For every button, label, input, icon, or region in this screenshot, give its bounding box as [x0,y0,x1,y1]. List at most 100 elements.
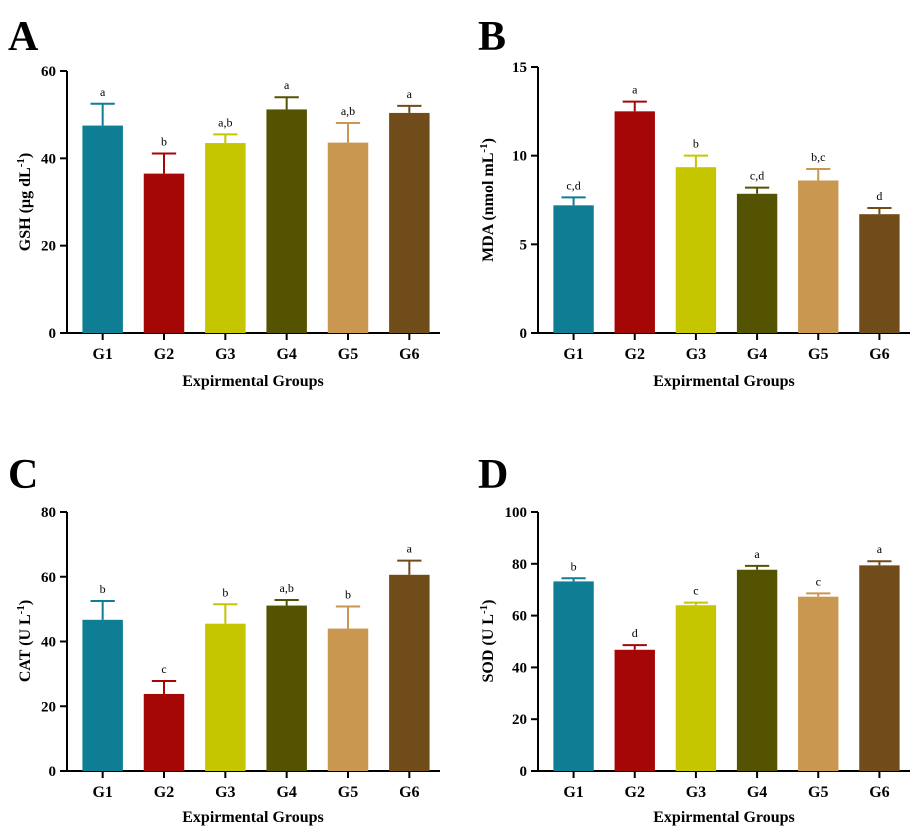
bar-c-g3 [205,623,246,771]
bar-c-g1 [82,619,123,771]
significance-label-c: a,b [280,581,294,595]
y-tick-label-c: 60 [41,570,56,586]
x-tick-label-c: G6 [399,784,419,801]
y-tick-label-c: 0 [49,764,57,780]
significance-label-a: a [284,78,290,92]
x-tick-label-b: G2 [625,346,645,363]
x-tick-label-a: G1 [92,346,112,363]
panel-d: D Expirmental Groups SOD (U L-1) 0 20 40 60… [478,452,910,826]
panel-letter-a: A [8,14,39,60]
bar-c-g2 [143,693,185,771]
bar-a-g3 [205,143,246,333]
bar-a-g5 [327,142,369,333]
bar-b-g1 [553,205,594,333]
bar-d-g2 [614,649,655,771]
significance-label-a: a,b [341,104,355,118]
y-tick-label-d: 40 [512,660,527,676]
significance-label-d: a [754,547,760,561]
bar-d-g4 [736,569,778,771]
bar-b-g4 [736,193,778,333]
y-tick-label-a: 40 [41,151,56,167]
x-tick-label-c: G2 [154,784,174,801]
y-tick-label-d: 80 [512,557,527,573]
x-axis-title-d: Expirmental Groups [653,809,795,826]
x-tick-label-d: G2 [625,784,645,801]
bar-b-g3 [675,167,717,333]
bar-b-g2 [614,111,655,333]
significance-label-b: b,c [811,150,825,164]
x-tick-label-c: G5 [338,784,358,801]
x-tick-label-c: G3 [215,784,235,801]
bar-a-g4 [266,109,307,333]
x-tick-label-c: G4 [276,784,296,801]
x-tick-label-a: G2 [154,346,174,363]
y-axis-title-b: MDA (nmol mL-1) [478,138,497,262]
y-tick-label-c: 80 [41,505,56,521]
significance-label-c: b [345,588,351,602]
significance-label-c: b [100,582,106,596]
bar-c-g4 [266,605,307,771]
significance-label-a: a [407,87,413,101]
y-axis-title-a: GSH (µg dL-1) [15,153,34,251]
panel-c: C Expirmental Groups CAT (U L-1) 0 20 40 60… [8,452,440,826]
significance-label-d: d [632,626,638,640]
y-tick-label-d: 100 [505,505,528,521]
bar-d-g5 [798,596,839,771]
x-tick-label-d: G1 [563,784,583,801]
y-tick-label-b: 15 [512,60,527,76]
bar-a-g2 [143,173,185,333]
significance-label-b: c,d [566,178,580,192]
y-axis-title-c: CAT (U L-1) [15,600,34,682]
x-axis-title-b: Expirmental Groups [653,373,795,390]
significance-label-b: a [632,83,638,97]
x-tick-label-a: G6 [399,346,419,363]
x-tick-label-a: G4 [276,346,296,363]
bar-b-g6 [859,214,900,333]
significance-label-d: c [816,574,821,588]
x-tick-label-a: G5 [338,346,358,363]
bar-a-g1 [82,125,123,333]
x-tick-label-b: G5 [808,346,828,363]
significance-label-a: a [100,85,106,99]
significance-label-d: a [877,542,883,556]
bar-d-g1 [553,581,594,771]
x-tick-label-b: G1 [563,346,583,363]
x-tick-label-b: G3 [686,346,706,363]
y-tick-label-a: 20 [41,239,56,255]
y-tick-label-a: 0 [49,326,57,342]
panel-letter-b: B [478,14,506,60]
bar-d-g3 [675,605,717,771]
y-tick-label-b: 0 [520,326,528,342]
panel-b: B Expirmental Groups MDA (nmol mL-1) 0 5 1… [478,14,910,390]
significance-label-b: d [876,189,882,203]
significance-label-c: c [161,662,166,676]
x-tick-label-b: G6 [869,346,889,363]
bar-c-g5 [327,628,369,771]
x-tick-label-d: G3 [686,784,706,801]
y-tick-label-b: 5 [520,237,528,253]
x-axis-title-a: Expirmental Groups [182,373,324,390]
significance-label-a: b [161,135,167,149]
y-axis-title-d: SOD (U L-1) [478,600,497,683]
y-tick-label-c: 20 [41,699,56,715]
significance-label-b: b [693,137,699,151]
y-tick-label-d: 0 [520,764,528,780]
y-tick-label-a: 60 [41,64,56,80]
x-tick-label-c: G1 [92,784,112,801]
significance-label-d: c [693,584,698,598]
y-tick-label-d: 20 [512,712,527,728]
significance-label-a: a,b [218,115,232,129]
y-tick-label-c: 40 [41,635,56,651]
x-axis-title-c: Expirmental Groups [182,809,324,826]
y-tick-label-b: 10 [512,149,527,165]
x-tick-label-d: G6 [869,784,889,801]
panel-letter-d: D [478,452,508,498]
x-tick-label-b: G4 [747,346,767,363]
panel-a: A Expirmental Groups GSH (µg dL-1) 0 20 40… [8,14,440,390]
significance-label-c: b [222,585,228,599]
panel-letter-c: C [8,452,38,498]
significance-label-c: a [407,542,413,556]
y-tick-label-d: 60 [512,609,527,625]
bar-d-g6 [859,565,900,771]
